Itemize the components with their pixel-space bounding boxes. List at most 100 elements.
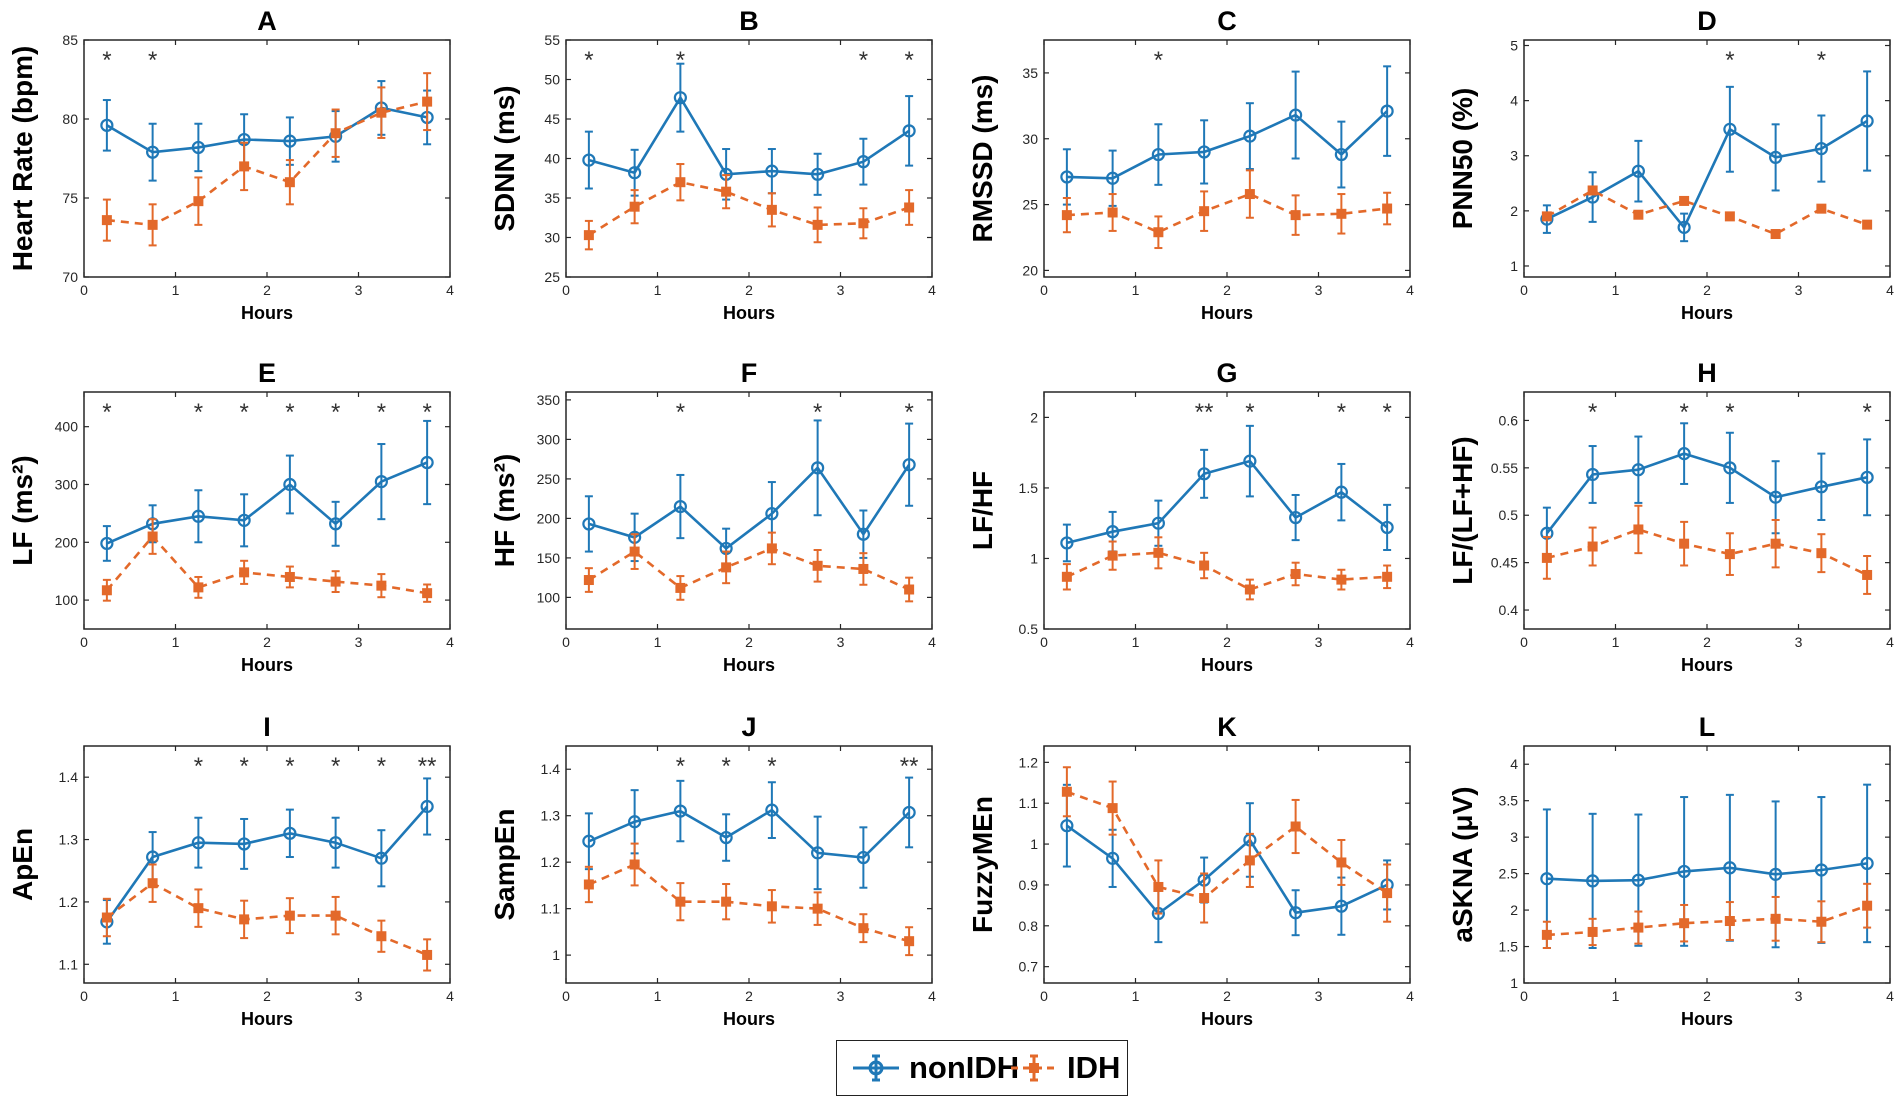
axes-frame	[1523, 745, 1891, 984]
panel-f: 0 1 2 3 4 100 150 200 250 300 350 F Hours HF (ms²) * * *	[489, 358, 936, 675]
data-point-idh	[284, 571, 295, 582]
data-point-nonidh	[283, 826, 297, 840]
y-tick-label: 0.7	[1019, 959, 1039, 975]
y-tick-label: 0.55	[1491, 460, 1518, 476]
y-tick-label: 150	[537, 550, 561, 566]
panel-title: F	[741, 358, 758, 388]
y-tick-label: 20	[1022, 262, 1038, 278]
data-point-idh	[1770, 913, 1781, 924]
data-point-nonidh	[1060, 536, 1074, 550]
panel-k: 0 1 2 3 4 0.7 0.8 0.9 1 1.1 1.2 K Hours FuzzyMEn	[967, 712, 1414, 1029]
data-point-nonidh	[673, 499, 687, 514]
y-tick-label: 1	[1510, 258, 1518, 274]
data-point-nonidh	[1723, 461, 1737, 475]
x-tick-label: 4	[1406, 988, 1414, 1004]
series-line-nonidh	[1066, 824, 1388, 916]
data-point-idh	[904, 584, 915, 595]
x-axis-label: Hours	[1681, 655, 1733, 675]
data-point-nonidh	[1860, 114, 1874, 128]
significance-star: *	[767, 753, 776, 780]
data-point-idh	[101, 912, 112, 923]
data-point-idh	[1724, 549, 1735, 560]
data-point-idh	[812, 903, 823, 914]
data-point-idh	[858, 563, 869, 574]
data-point-nonidh	[1334, 147, 1348, 162]
panel-b: 0 1 2 3 4 25 30 35 40 45 50 55 B Hours SDNN (ms) * * * *	[489, 6, 936, 323]
data-point-nonidh	[811, 846, 825, 860]
x-tick-label: 4	[928, 634, 936, 650]
series-line-idh	[1066, 551, 1388, 591]
data-point-nonidh	[1197, 145, 1211, 159]
x-tick-label: 1	[172, 282, 180, 298]
series-line-nonidh	[1545, 452, 1868, 535]
data-point-nonidh	[1334, 899, 1348, 913]
axes-frame	[83, 745, 451, 984]
y-tick-label: 1.3	[59, 832, 79, 848]
data-point-idh	[1633, 209, 1644, 220]
data-point-nonidh	[1860, 470, 1874, 484]
x-tick-label: 1	[1132, 988, 1140, 1004]
data-point-nonidh	[811, 461, 825, 475]
data-point-nonidh	[902, 805, 916, 820]
data-point-nonidh	[191, 140, 205, 155]
significance-star: **	[900, 753, 919, 780]
significance-star: *	[1154, 47, 1163, 74]
y-tick-label: 70	[62, 269, 78, 285]
data-point-idh	[1724, 211, 1735, 222]
data-point-idh	[147, 531, 158, 542]
y-tick-label: 3	[1510, 148, 1518, 164]
y-tick-label: 2.5	[1499, 866, 1519, 882]
x-axis-label: Hours	[723, 655, 775, 675]
panel-title: A	[257, 6, 277, 36]
significance-star: *	[331, 753, 340, 780]
y-tick-label: 25	[544, 269, 560, 285]
x-tick-label: 4	[1886, 988, 1894, 1004]
data-point-idh	[1290, 568, 1301, 579]
data-point-idh	[193, 196, 204, 207]
data-point-nonidh	[1814, 141, 1828, 156]
significance-star: *	[1679, 399, 1688, 426]
data-point-idh	[239, 161, 250, 172]
y-axis-label: Heart Rate (bpm)	[7, 46, 38, 272]
y-tick-label: 1.1	[541, 901, 561, 917]
data-point-nonidh	[1586, 467, 1600, 482]
data-point-nonidh	[237, 837, 251, 851]
axes-frame	[1523, 39, 1891, 278]
x-tick-label: 3	[1315, 988, 1323, 1004]
data-point-idh	[1770, 229, 1781, 240]
data-point-idh	[147, 219, 158, 230]
significance-star: *	[721, 753, 730, 780]
x-tick-label: 1	[1132, 282, 1140, 298]
x-tick-label: 2	[1223, 282, 1231, 298]
data-point-idh	[675, 896, 686, 907]
data-point-nonidh	[420, 799, 434, 814]
y-tick-label: 2	[1030, 409, 1038, 425]
data-point-nonidh	[1677, 220, 1691, 234]
data-point-nonidh	[1860, 856, 1874, 871]
data-point-nonidh	[582, 834, 596, 848]
x-tick-label: 1	[172, 988, 180, 1004]
x-tick-label: 0	[80, 282, 88, 298]
data-point-idh	[1862, 900, 1873, 911]
data-point-nonidh	[902, 124, 916, 138]
x-axis-label: Hours	[241, 303, 293, 323]
x-tick-label: 3	[355, 634, 363, 650]
y-tick-label: 1.4	[59, 769, 79, 785]
x-tick-label: 1	[1132, 634, 1140, 650]
significance-star: *	[148, 47, 157, 74]
series-line-nonidh	[1066, 110, 1388, 180]
data-point-nonidh	[1380, 104, 1394, 118]
y-tick-label: 0.9	[1019, 877, 1039, 893]
data-point-nonidh	[329, 517, 343, 531]
data-point-idh	[1541, 211, 1552, 222]
data-point-idh	[1061, 210, 1072, 221]
data-point-idh	[1336, 857, 1347, 868]
data-point-idh	[1153, 227, 1164, 238]
data-point-nonidh	[673, 91, 687, 105]
significance-star: *	[331, 399, 340, 426]
series-line-nonidh	[105, 805, 429, 923]
x-axis-label: Hours	[241, 1009, 293, 1029]
data-point-idh	[284, 910, 295, 921]
data-point-nonidh	[1334, 485, 1348, 499]
